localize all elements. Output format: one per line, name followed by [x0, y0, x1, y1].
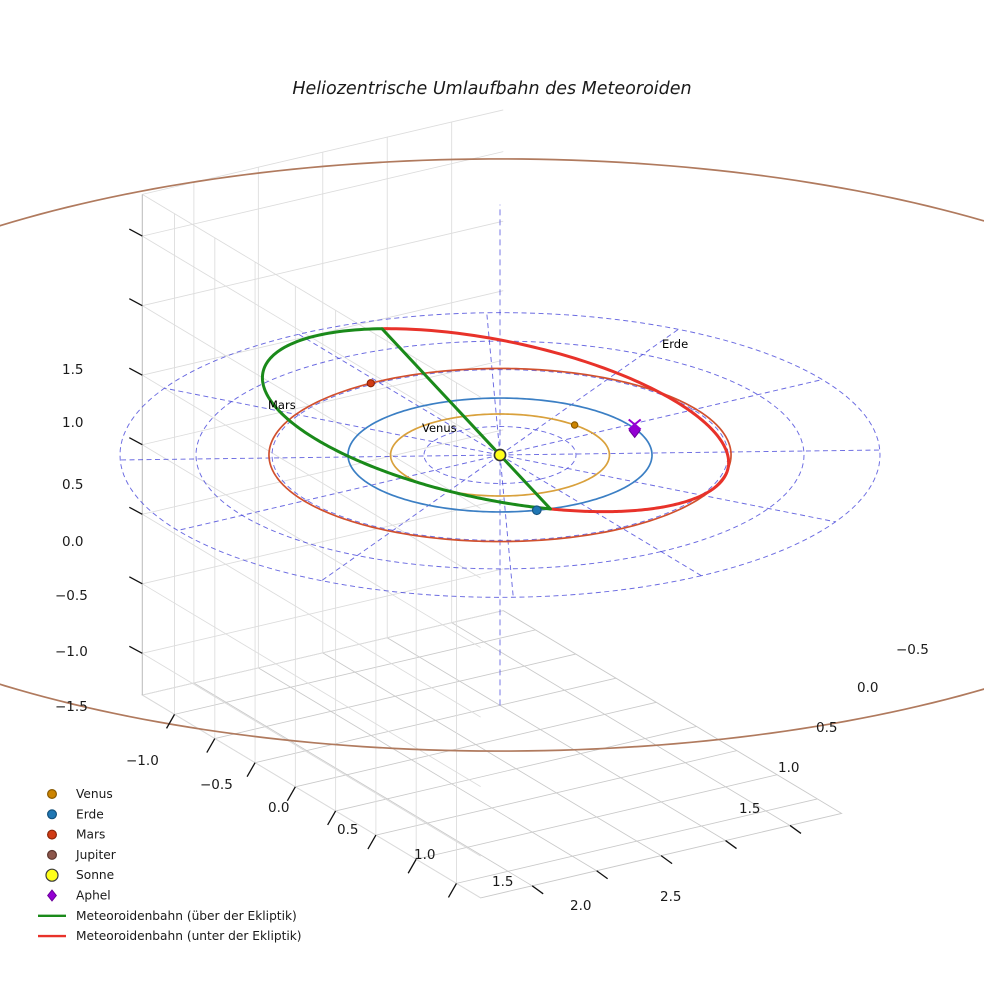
z-tick-label-4: −0.5	[55, 588, 88, 604]
legend-item: Mars	[46, 828, 105, 842]
venus-marker	[570, 421, 579, 429]
x-tick-label-2: 0.0	[268, 800, 289, 816]
legend-label: Sonne	[76, 868, 114, 882]
aphel-cross-icon	[628, 418, 642, 431]
legend-dot-swatch	[46, 809, 57, 820]
legend: Venus Erde Mars Jupiter Sonne Aphel Meteoroide…	[38, 787, 302, 943]
axis-tick-labels-group: 1.5 1.0 0.5 0.0 −0.5 −1.0 −1.5 −1.0 −0.5 0.0 0.5 1.…	[55, 362, 929, 914]
legend-item: Meteoroidenbahn (über der Ekliptik)	[38, 909, 297, 923]
z-tick-label-0: 1.5	[62, 362, 83, 378]
x-tick-label-1: −0.5	[200, 777, 233, 793]
legend-item: Sonne	[45, 868, 114, 882]
y-tick-label-0: −0.5	[896, 642, 929, 658]
legend-dot-swatch	[46, 849, 57, 860]
y-tick-label-1: 0.0	[857, 680, 878, 696]
body-markers-group	[366, 379, 642, 516]
mars-label: Mars	[268, 398, 296, 412]
legend-item: Aphel	[47, 889, 111, 903]
x-tick-label-7: 2.5	[660, 889, 681, 905]
erde-marker	[531, 505, 542, 516]
planet-labels-group: Mars Venus Erde	[268, 337, 688, 435]
legend-label: Aphel	[76, 889, 111, 903]
legend-label: Meteoroidenbahn (unter der Ekliptik)	[76, 929, 302, 943]
legend-label: Meteoroidenbahn (über der Ekliptik)	[76, 909, 297, 923]
z-tick-label-3: 0.0	[62, 534, 83, 550]
sonne-marker	[493, 448, 507, 462]
legend-item: Erde	[46, 807, 104, 821]
legend-label: Erde	[76, 807, 104, 821]
z-tick-label-5: −1.0	[55, 644, 88, 660]
y-tick-label-3: 1.0	[778, 760, 799, 776]
venus-label: Venus	[422, 421, 457, 435]
legend-dot-swatch	[46, 788, 57, 799]
tick-marks-group	[129, 228, 802, 898]
legend-item: Jupiter	[46, 848, 117, 862]
z-tick-label-2: 0.5	[62, 477, 83, 493]
legend-label: Mars	[76, 828, 105, 842]
legend-diamond-swatch	[47, 889, 57, 902]
legend-item: Venus	[46, 787, 113, 801]
x-tick-label-4: 1.0	[414, 847, 435, 863]
legend-label: Jupiter	[75, 848, 117, 862]
legend-dot-swatch	[46, 829, 57, 840]
z-tick-label-6: −1.5	[55, 699, 88, 715]
erde-label: Erde	[662, 337, 688, 351]
legend-item: Meteoroidenbahn (unter der Ekliptik)	[38, 929, 302, 943]
x-tick-label-5: 1.5	[492, 874, 513, 890]
legend-dot-swatch	[45, 868, 59, 882]
x-tick-label-3: 0.5	[337, 822, 358, 838]
legend-label: Venus	[76, 787, 113, 801]
mars-marker	[366, 379, 375, 388]
y-tick-label-2: 0.5	[816, 720, 837, 736]
x-tick-label-0: −1.0	[126, 753, 159, 769]
y-tick-label-4: 1.5	[739, 801, 760, 817]
page-title: Heliozentrische Umlaufbahn des Meteoroid…	[292, 79, 691, 99]
z-tick-label-1: 1.0	[62, 415, 83, 431]
orbits-group	[0, 158, 984, 752]
x-tick-label-6: 2.0	[570, 898, 591, 914]
